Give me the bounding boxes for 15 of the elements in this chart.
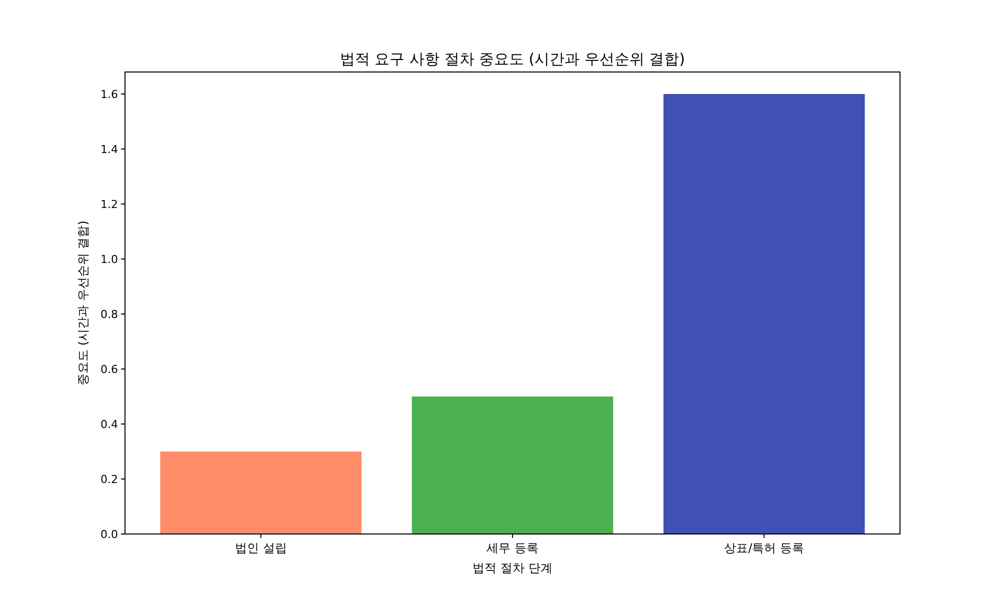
y-tick-label: 0.6 bbox=[100, 363, 118, 376]
chart-title: 법적 요구 사항 절차 중요도 (시간과 우선순위 결합) bbox=[340, 50, 686, 68]
x-axis-title: 법적 절차 단계 bbox=[472, 561, 552, 575]
x-tick-label: 세무 등록 bbox=[486, 541, 538, 555]
y-tick-label: 0.0 bbox=[100, 528, 118, 541]
x-tick-label: 상표/특허 등록 bbox=[724, 541, 804, 555]
y-axis-title: 중요도 (시간과 우선순위 결합) bbox=[76, 220, 90, 386]
y-tick-label: 1.2 bbox=[100, 198, 118, 211]
y-tick-label: 0.2 bbox=[100, 473, 118, 486]
y-tick-label: 1.6 bbox=[100, 88, 118, 101]
y-tick-label: 0.4 bbox=[100, 418, 118, 431]
y-tick-label: 1.0 bbox=[100, 253, 118, 266]
y-tick-label: 1.4 bbox=[100, 143, 118, 156]
y-tick-label: 0.8 bbox=[100, 308, 118, 321]
x-tick-label: 법인 설립 bbox=[234, 541, 287, 555]
